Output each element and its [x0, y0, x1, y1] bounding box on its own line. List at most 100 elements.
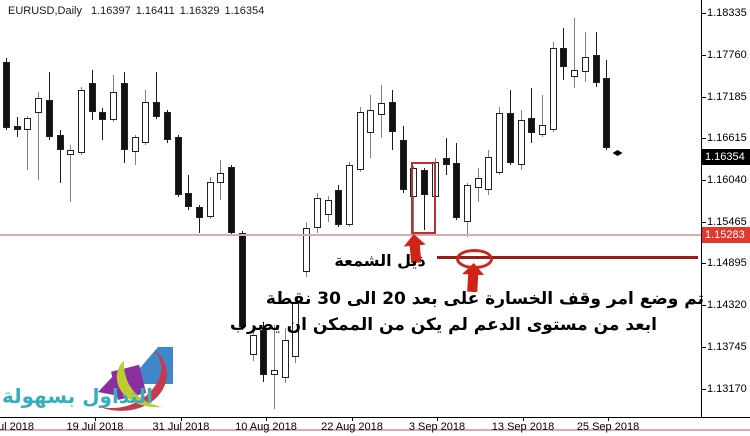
candle-wick: [574, 18, 576, 88]
time-axis-tick: [523, 417, 524, 421]
time-axis-label: 22 Aug 2018: [321, 421, 383, 433]
candle-wick: [59, 129, 61, 183]
price-axis-tick: [701, 263, 706, 265]
candle: [442, 157, 450, 165]
candle: [581, 56, 589, 72]
time-axis-tick: [181, 417, 182, 421]
chart-title: EURUSD,Daily 1.16397 1.16411 1.16329 1.16354: [8, 5, 269, 17]
price-axis-label: 1.13170: [707, 383, 747, 396]
price-axis-tick: [701, 221, 706, 223]
candle: [517, 120, 525, 165]
candle: [453, 162, 461, 218]
price-axis-label: 1.13745: [707, 341, 747, 354]
candle: [56, 135, 64, 150]
candle: [195, 206, 203, 218]
candle: [571, 70, 579, 77]
time-axis-tick: [608, 417, 609, 421]
candle: [603, 78, 611, 148]
quote-high: 1.16411: [135, 5, 175, 17]
candle: [131, 136, 139, 152]
candle-wick: [27, 116, 29, 170]
quote-open: 1.16397: [90, 5, 131, 17]
candle: [13, 125, 21, 130]
level-line-stop-level-pink[interactable]: [0, 234, 701, 237]
level-line-lower-level-pink[interactable]: [0, 429, 750, 431]
price-axis-tick: [701, 305, 706, 307]
candle: [249, 335, 257, 355]
price-axis-label: 1.14320: [707, 299, 747, 312]
time-axis-border: [0, 417, 750, 418]
candle: [592, 55, 600, 83]
candle: [3, 61, 10, 128]
candle-wick: [424, 167, 426, 230]
candle: [549, 48, 557, 130]
annotation-note-line2[interactable]: ابعد من مستوى الدعم لم يكن من الممكن ان …: [229, 315, 657, 335]
price-axis-label: 1.16615: [707, 132, 747, 145]
time-axis-tick: [95, 417, 96, 421]
annotation-rectangle[interactable]: [411, 162, 436, 234]
candle-wick: [70, 144, 72, 202]
chart-symbol-timeframe: EURUSD,Daily: [8, 5, 82, 17]
candle: [346, 164, 354, 225]
candle: [206, 181, 214, 217]
candle-wick: [156, 71, 158, 119]
candle: [410, 167, 418, 197]
quote-low: 1.16329: [179, 5, 220, 17]
time-axis-label: 19 Jul 2018: [66, 421, 124, 433]
candle-wick: [445, 138, 447, 175]
bid-price-badge: 1.16354: [702, 149, 750, 166]
candle: [474, 177, 482, 188]
candle: [539, 124, 546, 135]
candle: [506, 112, 514, 163]
candle: [281, 339, 289, 378]
annotation-label-candle-tail[interactable]: ذيل الشمعة: [334, 251, 426, 270]
candle: [153, 101, 161, 117]
candle: [378, 102, 386, 115]
price-axis-label: 1.17185: [707, 90, 747, 103]
candle: [292, 302, 300, 357]
price-axis-tick: [701, 389, 706, 391]
time-axis-label: 10 Aug 2018: [235, 421, 297, 433]
price-axis-tick: [701, 347, 706, 349]
logo-text: التداول بسهولة: [2, 384, 153, 408]
time-axis-tick: [437, 417, 438, 421]
time-axis-label: 3 Sep 2018: [408, 421, 466, 433]
candle: [163, 112, 171, 140]
candle: [463, 184, 471, 222]
price-axis-label: 1.17760: [707, 48, 747, 61]
candle: [35, 98, 43, 113]
current-price-marker: [612, 149, 623, 156]
candle: [24, 117, 32, 130]
candle-wick: [198, 204, 200, 233]
time-axis-tick: [266, 417, 267, 421]
candle: [99, 112, 107, 120]
candle: [120, 83, 128, 150]
candle: [260, 329, 268, 375]
candle: [560, 48, 568, 68]
candle: [67, 149, 75, 155]
candle: [88, 83, 96, 112]
annotation-ellipse[interactable]: [456, 249, 493, 269]
time-axis-label: 13 Sep 2018: [491, 421, 555, 433]
candle: [45, 99, 53, 137]
candle: [78, 90, 86, 153]
candle: [313, 197, 321, 228]
candle: [303, 227, 311, 272]
level-line-support-dark-red[interactable]: [437, 255, 698, 259]
candle-wick: [531, 87, 533, 143]
candle: [421, 169, 429, 195]
price-axis-tick: [701, 138, 706, 140]
candle: [356, 112, 364, 170]
candle: [399, 139, 407, 190]
candle-wick: [102, 108, 104, 140]
candle: [388, 101, 396, 132]
time-axis-tick: [352, 417, 353, 421]
candle: [335, 189, 343, 225]
logo-mark-icon: [98, 347, 173, 411]
candle: [185, 192, 193, 207]
annotation-note-line1[interactable]: تم وضع امر وقف الخسارة على بعد 20 الى 30…: [265, 289, 704, 309]
candle: [496, 112, 504, 173]
quote-close: 1.16354: [224, 5, 265, 17]
